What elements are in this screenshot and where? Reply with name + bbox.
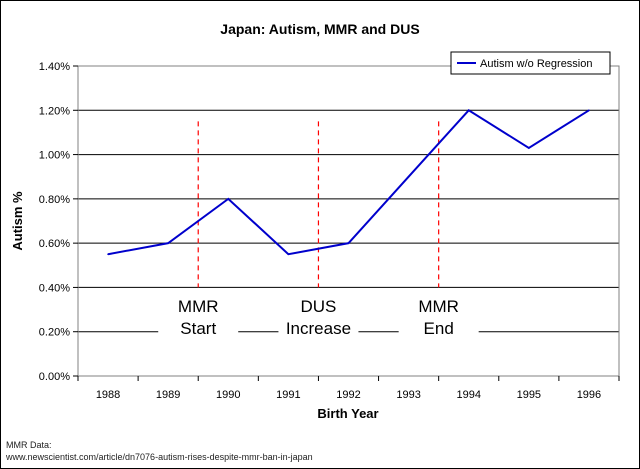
data-point [528,147,530,149]
series-layer [107,108,590,256]
x-tick-label: 1992 [336,389,360,401]
event-label-bg [398,294,479,341]
legend: Autism w/o Regression [450,51,611,75]
data-point [227,198,230,200]
event-label-bg [158,294,239,341]
x-tick-label: 1993 [396,389,420,401]
y-tick-label: 0.20% [39,327,70,339]
event-markers: MMR Start DUS Increase MMR End [158,121,479,341]
y-tick-label: 1.20% [39,105,70,117]
x-tick-label: 1990 [216,389,240,401]
event-label-line1: MMR [418,297,459,316]
y-tick-label: 1.40% [39,61,70,73]
legend-label: Autism w/o Regression [480,58,593,70]
x-tick-label: 1991 [276,389,300,401]
x-tick-label: 1994 [456,389,480,401]
source-url: www.newscientist.com/article/dn7076-auti… [5,452,313,462]
y-tick-label: 0.40% [39,282,70,294]
data-point [287,253,290,256]
chart-title: Japan: Autism, MMR and DUS [220,21,419,37]
event-label-bg [278,294,359,341]
y-tick-label: 0.00% [39,371,70,383]
x-axis-title: Birth Year [317,406,378,421]
x-axis-ticks: 1988 1989 1990 1991 1992 1993 1994 1995 1996 [77,376,620,401]
data-point [167,242,169,244]
x-tick-label: 1989 [156,389,180,401]
event-label-line2: Start [180,319,216,338]
event-label-line2: End [424,319,454,338]
event-label-line1: DUS [300,297,336,316]
y-axis-title: Autism % [10,191,25,251]
x-tick-label: 1996 [577,389,601,401]
y-tick-label: 0.80% [39,194,70,206]
event-label-line2: Increase [286,319,351,338]
plot-area [77,65,620,377]
y-tick-label: 0.60% [39,238,70,250]
data-point [347,242,350,244]
event-label-line1: MMR [178,297,219,316]
legend-box [450,51,611,75]
y-tick-label: 1.00% [39,150,70,162]
y-axis-ticks: 0.00% 0.20% 0.40% 0.60% 0.80% 1.00% 1.20% 1.40% [39,61,78,383]
x-tick-label: 1995 [517,389,541,401]
data-point [467,109,470,112]
data-point [107,253,109,256]
source-label: MMR Data: [6,440,52,450]
data-point [407,175,410,178]
x-tick-label: 1988 [96,389,120,401]
data-point [588,109,590,112]
